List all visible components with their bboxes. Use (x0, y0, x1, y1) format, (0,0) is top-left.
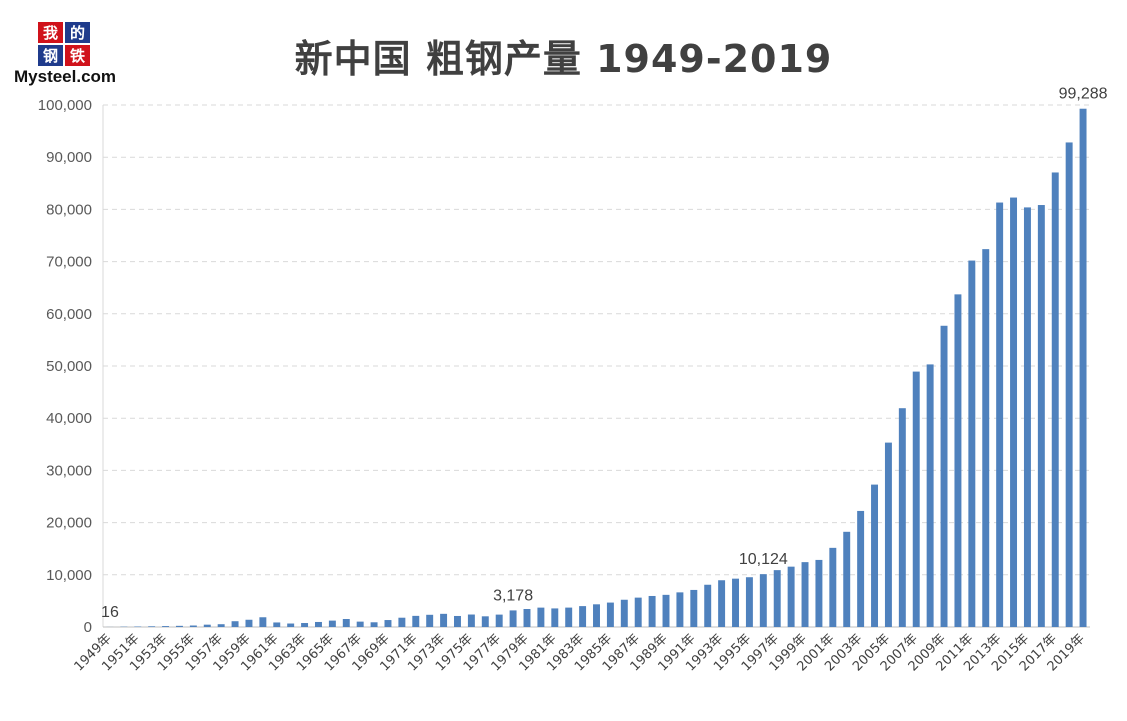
bar (843, 531, 851, 627)
bar (509, 610, 517, 627)
y-tick-label: 30,000 (46, 462, 92, 479)
bar (898, 408, 906, 627)
bar (982, 249, 990, 627)
bar (940, 325, 948, 627)
bar (829, 547, 837, 627)
bar (537, 607, 545, 627)
bar (606, 602, 614, 627)
logo-tiles: 我 的 钢 铁 (38, 22, 90, 66)
bar (968, 260, 976, 627)
bar (704, 584, 712, 627)
bar (231, 621, 239, 627)
chart-title: 新中国 粗钢产量 1949-2019 (294, 37, 833, 81)
bar (175, 625, 183, 627)
bar (245, 619, 253, 627)
bar (871, 484, 879, 627)
bar (301, 623, 309, 627)
bar (217, 624, 225, 627)
bar (912, 371, 920, 627)
bar (1065, 142, 1073, 627)
bar (551, 608, 559, 627)
bar (440, 613, 448, 627)
bar (565, 607, 573, 627)
bar (801, 562, 809, 627)
logo-tile: 铁 (65, 45, 90, 66)
bar (815, 559, 823, 627)
bar (412, 615, 420, 627)
logo-brand-text: Mysteel.com (14, 67, 117, 86)
bar (857, 510, 865, 627)
bar (1051, 172, 1059, 627)
bar (398, 617, 406, 627)
bar (287, 623, 295, 627)
bar (384, 620, 392, 627)
data-label: 3,178 (493, 587, 533, 604)
bar (662, 594, 670, 627)
y-tick-label: 90,000 (46, 149, 92, 166)
logo-tile: 的 (65, 22, 90, 43)
data-label: 10,124 (739, 551, 788, 568)
bar (954, 294, 962, 627)
bar (718, 580, 726, 627)
bar (1037, 205, 1045, 627)
bar (495, 614, 503, 627)
bar (996, 202, 1004, 627)
bar (884, 442, 892, 627)
bar (759, 574, 767, 627)
bar (203, 624, 211, 627)
bar (162, 626, 170, 627)
logo-tile: 钢 (38, 45, 63, 66)
bar (454, 615, 461, 627)
bar (314, 621, 322, 627)
y-tick-label: 80,000 (46, 201, 92, 218)
data-label: 16 (101, 604, 119, 621)
bar (732, 578, 739, 627)
bar (676, 592, 684, 627)
bar (926, 364, 934, 627)
bar (787, 566, 795, 627)
data-label: 99,288 (1059, 86, 1108, 103)
bar (745, 577, 753, 627)
bar (523, 609, 531, 627)
y-tick-label: 100,000 (38, 97, 92, 114)
bar (148, 626, 156, 627)
bar (426, 614, 434, 627)
bar (481, 616, 489, 627)
y-tick-label: 20,000 (46, 515, 92, 532)
bar (579, 606, 587, 627)
bar (1079, 108, 1087, 628)
bar (593, 604, 600, 627)
bar (273, 622, 281, 627)
bar (259, 617, 267, 627)
y-tick-label: 60,000 (46, 306, 92, 323)
y-tick-label: 40,000 (46, 410, 92, 427)
bar (690, 589, 698, 627)
bar (189, 625, 197, 627)
bar (370, 622, 378, 627)
y-tick-label: 50,000 (46, 358, 92, 375)
bar (648, 595, 656, 627)
bar (342, 619, 350, 627)
bar (1010, 197, 1018, 627)
bar (1023, 207, 1031, 627)
bar (620, 599, 628, 627)
y-tick-label: 70,000 (46, 254, 92, 271)
bar (634, 597, 642, 627)
y-tick-label: 10,000 (46, 567, 92, 584)
logo-tile: 我 (38, 22, 63, 43)
bar (328, 620, 336, 627)
mysteel-logo: 我 的 钢 铁 Mysteel.com (14, 22, 136, 94)
bar (773, 570, 781, 627)
y-tick-label: 0 (84, 619, 92, 636)
bar (467, 614, 475, 627)
bar (356, 621, 364, 627)
